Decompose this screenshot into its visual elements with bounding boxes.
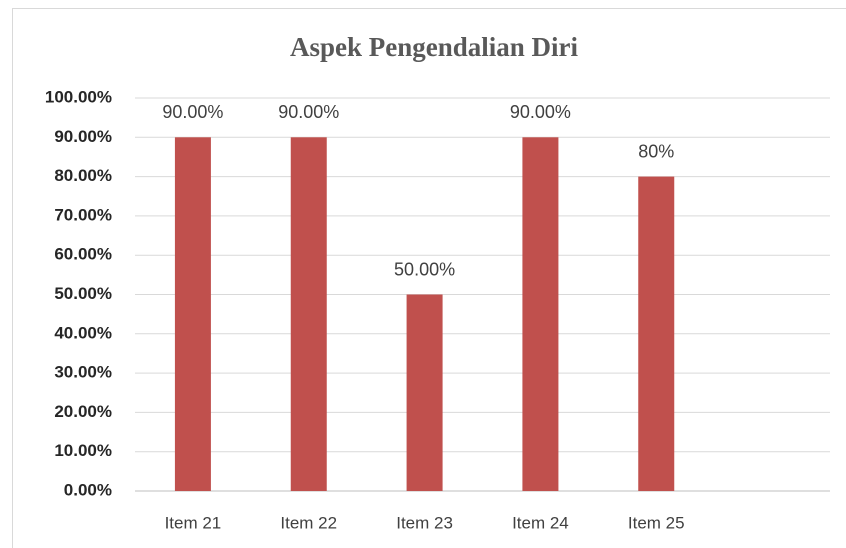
y-tick-label: 100.00% (45, 87, 112, 106)
bar (522, 137, 559, 492)
data-label: 90.00% (510, 102, 571, 122)
bar (174, 137, 211, 492)
y-tick-label: 80.00% (54, 166, 112, 185)
chart-title: Aspek Pengendalian Diri (290, 32, 579, 62)
y-tick-label: 70.00% (54, 205, 112, 224)
data-label: 90.00% (278, 102, 339, 122)
data-label: 50.00% (394, 259, 455, 279)
x-tick-label: Item 22 (280, 513, 337, 532)
y-tick-label: 50.00% (54, 284, 112, 303)
x-tick-label: Item 23 (396, 513, 453, 532)
x-tick-label: Item 25 (628, 513, 685, 532)
y-tick-label: 20.00% (54, 402, 112, 421)
data-label: 90.00% (162, 102, 223, 122)
data-label: 80% (638, 141, 674, 161)
bar (290, 137, 327, 492)
bar (406, 294, 443, 491)
y-tick-label: 90.00% (54, 127, 112, 146)
x-tick-label: Item 24 (512, 513, 569, 532)
y-tick-label: 10.00% (54, 441, 112, 460)
x-tick-label: Item 21 (165, 513, 222, 532)
y-tick-label: 40.00% (54, 323, 112, 342)
bar (638, 176, 675, 491)
y-tick-label: 60.00% (54, 245, 112, 264)
y-tick-label: 0.00% (64, 480, 112, 499)
y-tick-label: 30.00% (54, 363, 112, 382)
